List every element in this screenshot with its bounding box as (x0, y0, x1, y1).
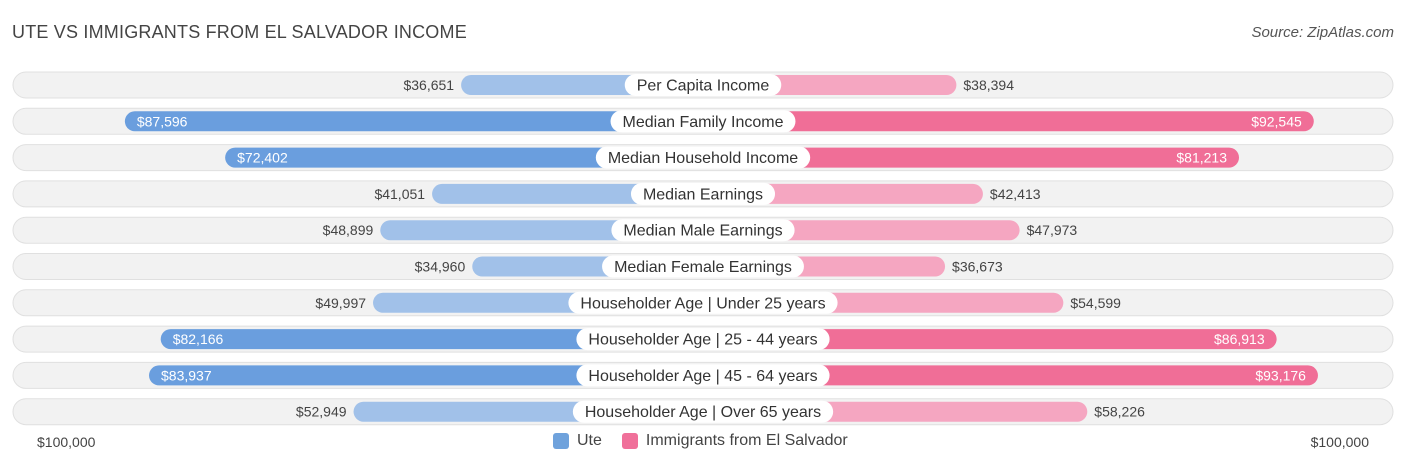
category-label: Householder Age | Under 25 years (580, 295, 825, 312)
category-pill (610, 110, 796, 133)
value-label-ute: $83,937 (161, 367, 212, 383)
chart-row: $87,596 $92,545 Median Family Income (12, 107, 1394, 135)
value-label-el-salvador: $54,599 (1070, 295, 1121, 311)
value-label-el-salvador: $47,973 (1027, 222, 1078, 238)
category-label: Median Family Income (623, 114, 784, 131)
chart-row: $82,166 $86,913 Householder Age | 25 - 44 … (12, 325, 1394, 353)
category-pill (595, 146, 811, 169)
axis-right-label: $100,000 (1310, 434, 1369, 450)
value-label-el-salvador: $86,913 (1214, 331, 1265, 347)
value-label-ute: $48,899 (323, 222, 374, 238)
bar-el-salvador (703, 147, 1240, 168)
category-pill (624, 74, 782, 96)
chart-row: $48,899 $47,973 Median Male Earnings (12, 216, 1394, 244)
value-label-ute: $87,596 (137, 113, 188, 129)
income-chart: $36,651 $38,394 Per Capita Income $87,596 $9… (12, 71, 1394, 426)
bar-ute (160, 329, 703, 350)
chart-row: $41,051 $42,413 Median Earnings (12, 180, 1394, 208)
bar-el-salvador (703, 111, 1314, 132)
category-label: Median Male Earnings (623, 223, 782, 240)
chart-title: UTE VS IMMIGRANTS FROM EL SALVADOR INCOM… (12, 22, 467, 42)
category-label: Householder Age | 25 - 44 years (588, 332, 817, 349)
legend: Ute Immigrants from El Salvador (553, 432, 868, 450)
category-label: Median Household Income (608, 150, 798, 167)
value-label-el-salvador: $92,545 (1251, 113, 1302, 129)
value-label-el-salvador: $81,213 (1176, 150, 1227, 166)
chart-row: $72,402 $81,213 Median Household Income (12, 144, 1394, 172)
category-pill (630, 182, 776, 205)
source-credit: Source: ZipAtlas.com (1251, 24, 1394, 41)
legend-item-ute[interactable]: Ute (553, 432, 602, 450)
legend-label-ute: Ute (577, 432, 602, 449)
category-label: Householder Age | Over 65 years (585, 404, 821, 421)
legend-swatch-el-salvador (621, 433, 638, 449)
category-pill (576, 328, 830, 351)
category-label: Median Earnings (643, 186, 763, 203)
category-label: Median Female Earnings (614, 259, 792, 276)
chart-row: $83,937 $93,176 Householder Age | 45 - 64 … (12, 361, 1394, 389)
bar-ute (124, 111, 704, 132)
bar-ute (149, 365, 703, 386)
legend-item-el-salvador[interactable]: Immigrants from El Salvador (621, 432, 848, 450)
value-label-ute: $41,051 (374, 186, 425, 202)
category-label: Per Capita Income (637, 78, 770, 95)
category-pill (602, 255, 804, 278)
chart-row: $34,960 $36,673 Median Female Earnings (12, 253, 1394, 280)
chart-row: $36,651 $38,394 Per Capita Income (12, 71, 1394, 99)
value-label-ute: $52,949 (296, 404, 347, 420)
legend-swatch-ute (553, 433, 569, 449)
chart-row: $49,997 $54,599 Householder Age | Under 25… (12, 289, 1394, 317)
axis-left-label: $100,000 (37, 434, 96, 450)
category-pill (568, 291, 838, 314)
chart-row: $52,949 $58,226 Householder Age | Over 65 … (12, 398, 1394, 426)
bar-el-salvador (703, 365, 1318, 386)
value-label-el-salvador: $38,394 (963, 77, 1014, 93)
value-label-el-salvador: $42,413 (990, 186, 1041, 202)
value-label-ute: $82,166 (173, 331, 224, 347)
category-pill (611, 219, 795, 242)
value-label-ute: $49,997 (315, 295, 366, 311)
value-label-el-salvador: $58,226 (1094, 404, 1145, 420)
bar-ute (225, 147, 704, 168)
category-pill (576, 364, 830, 387)
bar-el-salvador (703, 329, 1277, 350)
value-label-ute: $72,402 (237, 150, 288, 166)
value-label-el-salvador: $36,673 (952, 259, 1003, 275)
value-label-el-salvador: $93,176 (1255, 367, 1306, 383)
category-label: Householder Age | 45 - 64 years (588, 368, 817, 385)
value-label-ute: $36,651 (403, 77, 454, 93)
legend-label-el-salvador: Immigrants from El Salvador (645, 432, 848, 449)
value-label-ute: $34,960 (415, 259, 466, 275)
category-pill (572, 400, 834, 423)
